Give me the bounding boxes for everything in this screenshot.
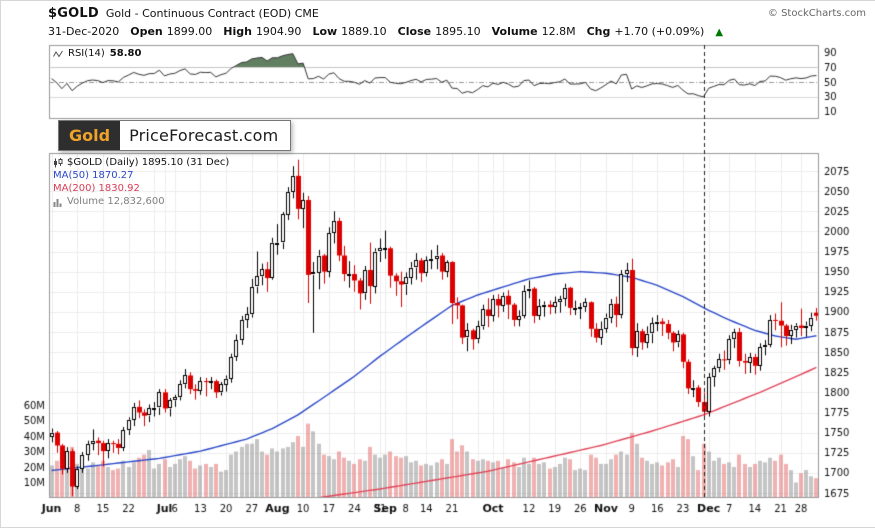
rsi-legend: RSI(14) 58.80: [53, 48, 141, 59]
rsi-indicator-icon: [53, 50, 63, 57]
low-value: 1889.10: [341, 25, 387, 38]
high-label: High: [223, 25, 252, 38]
chg-label: Chg: [586, 25, 611, 38]
priceforecast-logo: Gold PriceForecast.com: [58, 120, 292, 151]
quote-volume: Volume 12.8M: [492, 25, 576, 38]
symbol: $GOLD: [48, 6, 99, 21]
quote-change: Chg +1.70 (+0.09%): [587, 25, 705, 38]
quote-close: Close 1895.10: [398, 25, 481, 38]
quote-date: 31-Dec-2020: [48, 25, 120, 38]
legend-ma200: MA(200) 1830.92: [53, 183, 140, 194]
main-legend: $GOLD (Daily) 1895.10 (31 Dec) MA(50) 18…: [53, 157, 229, 209]
close-value: 1895.10: [435, 25, 481, 38]
legend-volume-row: Volume 12,832,600: [53, 196, 229, 208]
logo-gold-text: Gold: [59, 121, 121, 150]
up-arrow-icon: ▲: [715, 27, 724, 38]
legend-ma50: MA(50) 1870.27: [53, 170, 134, 181]
quote-low: Low 1889.10: [312, 25, 386, 38]
legend-symbol-line: $GOLD (Daily) 1895.10 (31 Dec): [67, 157, 230, 168]
legend-volume: Volume 12,832,600: [67, 196, 165, 207]
high-value: 1904.90: [255, 25, 302, 38]
quote-high: High 1904.90: [223, 25, 301, 38]
chart-header: $GOLD Gold - Continuous Contract (EOD) C…: [48, 6, 319, 21]
rsi-label: RSI(14): [68, 48, 105, 59]
stockcharts-copyright: © StockCharts.com: [767, 8, 866, 19]
symbol-description: Gold - Continuous Contract (EOD) CME: [105, 7, 319, 20]
volume-bars-icon: [53, 198, 62, 207]
volume-label: Volume: [491, 25, 538, 38]
legend-symbol-row: $GOLD (Daily) 1895.10 (31 Dec): [53, 157, 229, 169]
logo-domain-text: PriceForecast.com: [129, 126, 279, 145]
open-value: 1899.00: [166, 25, 213, 38]
candlestick-icon: [54, 158, 63, 168]
quote-open: Open 1899.00: [130, 25, 212, 38]
close-label: Close: [397, 25, 432, 38]
open-label: Open: [130, 25, 163, 38]
chg-value: +1.70 (+0.09%): [614, 25, 705, 38]
quote-row: 31-Dec-2020 Open 1899.00 High 1904.90 Low 1…: [48, 25, 723, 38]
low-label: Low: [312, 25, 338, 38]
rsi-value: 58.80: [109, 48, 142, 59]
volume-value: 12.8M: [541, 25, 576, 38]
